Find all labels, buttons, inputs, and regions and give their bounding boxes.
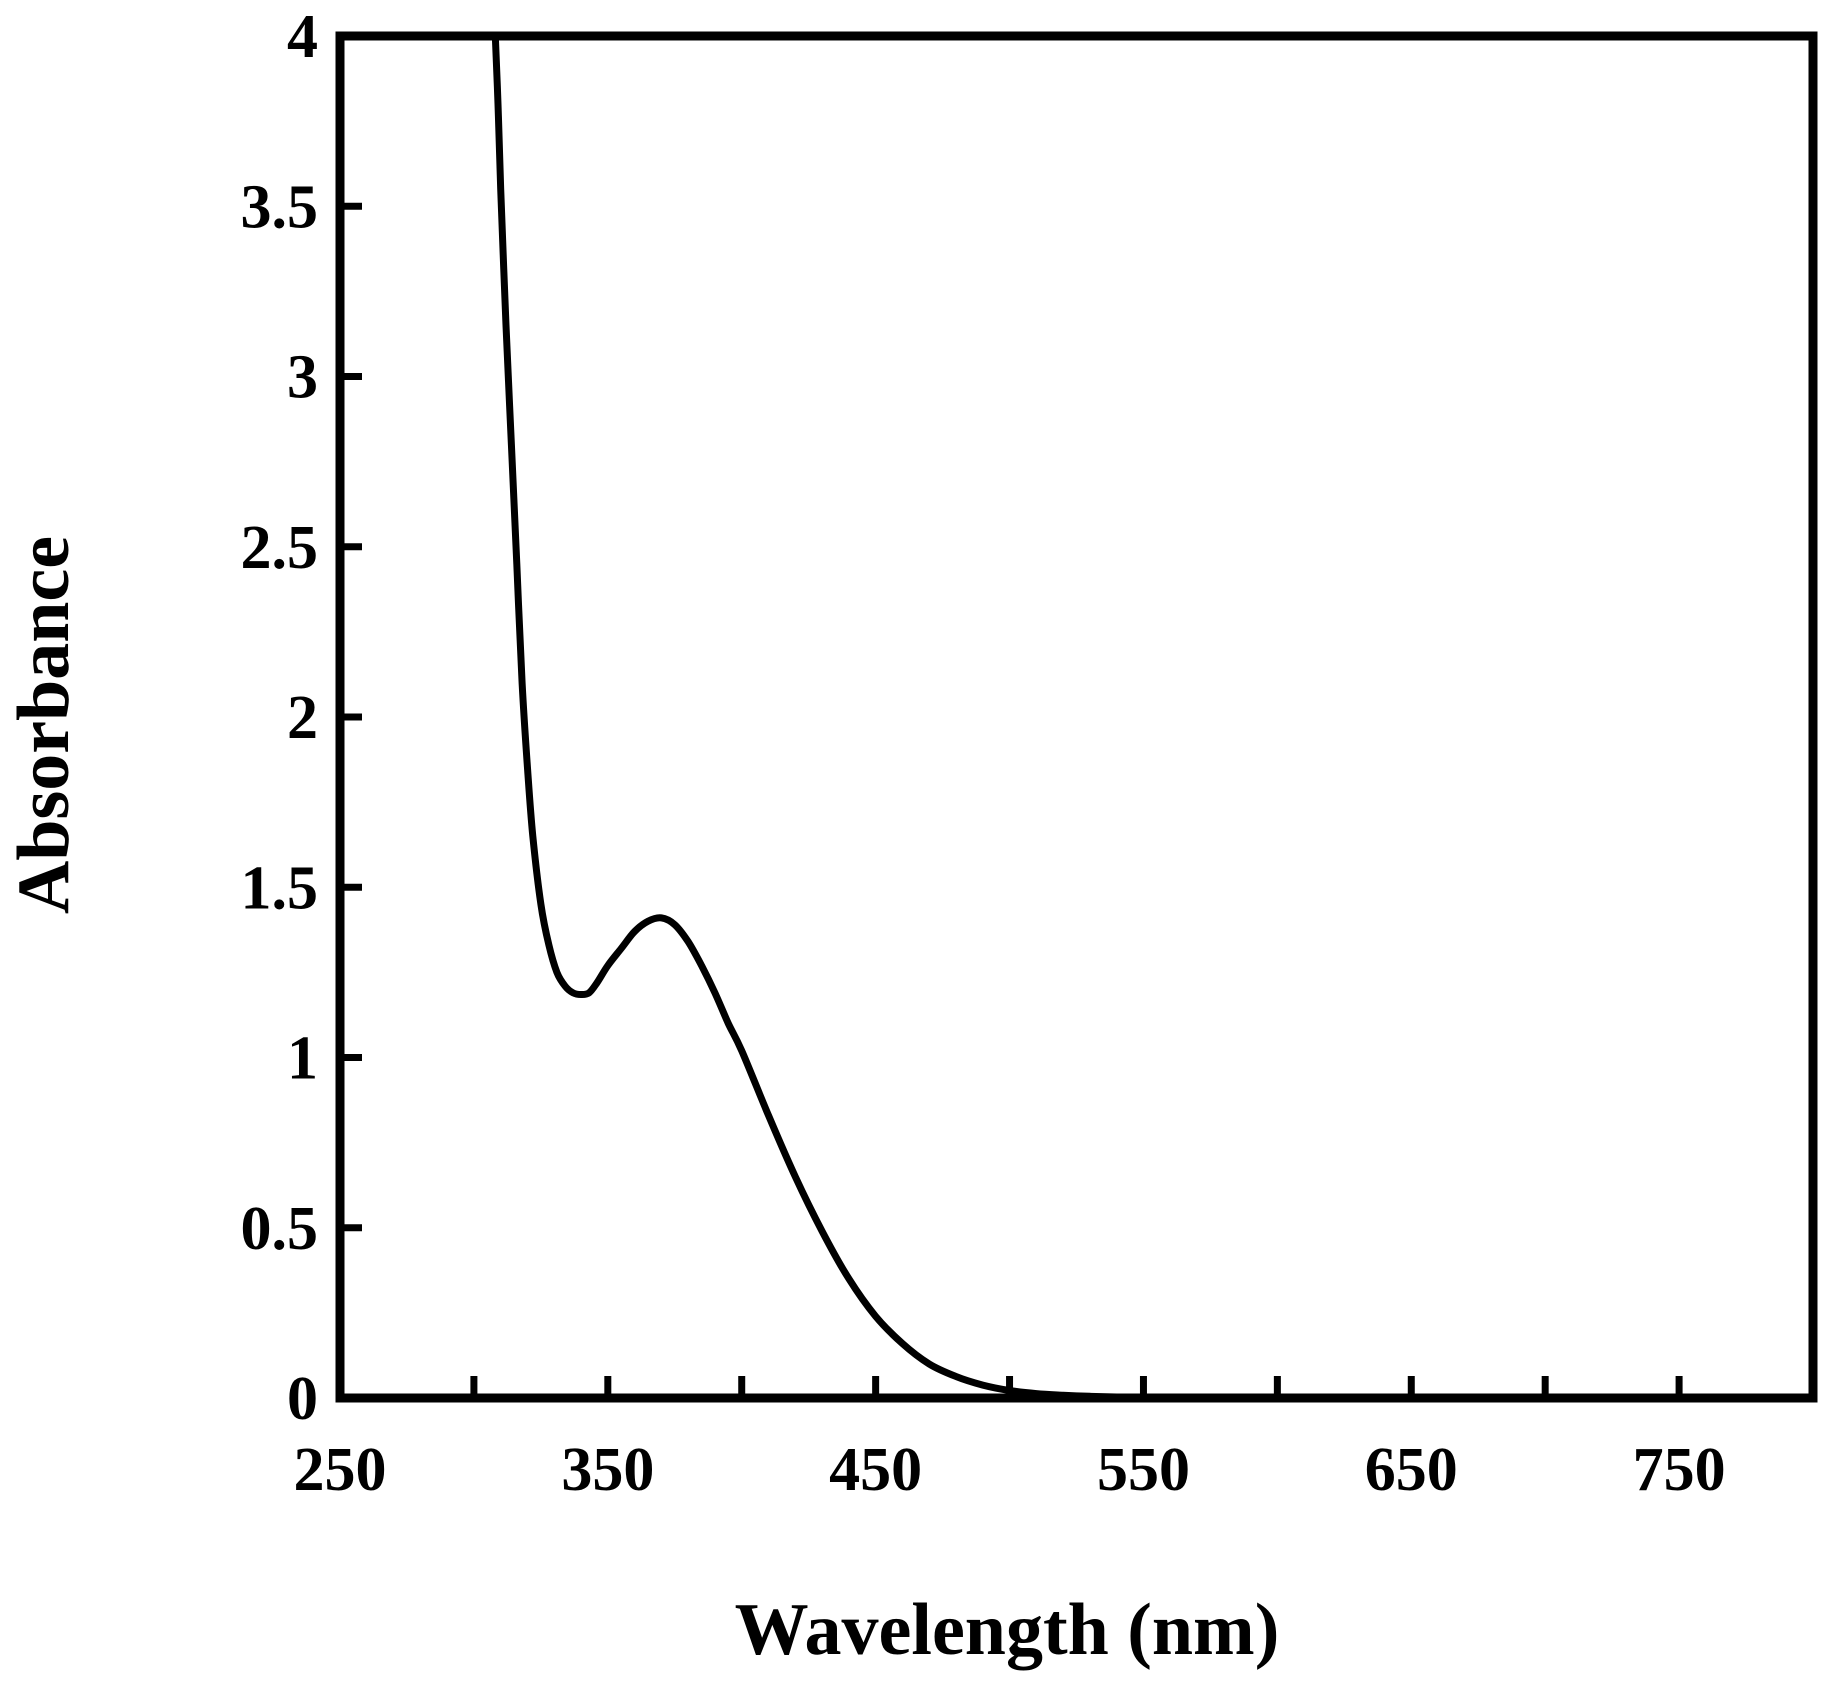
- y-tick-label: 2: [287, 684, 318, 752]
- y-axis-tick-labels: 0 0.5 1 1.5 2 2.5 3 3.5 4: [241, 3, 319, 1433]
- y-axis-ticks: [340, 32, 362, 1402]
- y-tick-label: 1: [287, 1025, 318, 1093]
- x-tick-label: 750: [1633, 1436, 1726, 1504]
- x-tick-label: 650: [1365, 1436, 1458, 1504]
- absorbance-series-line: [491, 32, 1817, 1402]
- y-tick-label: 3.5: [241, 173, 319, 241]
- y-axis-title: Absorbance: [3, 536, 85, 914]
- plot-frame: [335, 31, 1818, 1403]
- x-axis-tick-labels: 250 350 450 550 650 750: [294, 1436, 1726, 1504]
- y-tick-label: 0.5: [241, 1195, 319, 1263]
- y-tick-label: 2.5: [241, 514, 319, 582]
- y-tick-label: 4: [287, 3, 318, 71]
- x-tick-label: 350: [561, 1436, 654, 1504]
- x-tick-label: 450: [829, 1436, 922, 1504]
- y-tick-label: 3: [287, 344, 318, 412]
- x-tick-label: 550: [1097, 1436, 1190, 1504]
- y-tick-label: 0: [287, 1365, 318, 1433]
- x-axis-title: Wavelength (nm): [735, 1589, 1280, 1671]
- x-tick-label: 250: [294, 1436, 387, 1504]
- y-tick-label: 1.5: [241, 854, 319, 922]
